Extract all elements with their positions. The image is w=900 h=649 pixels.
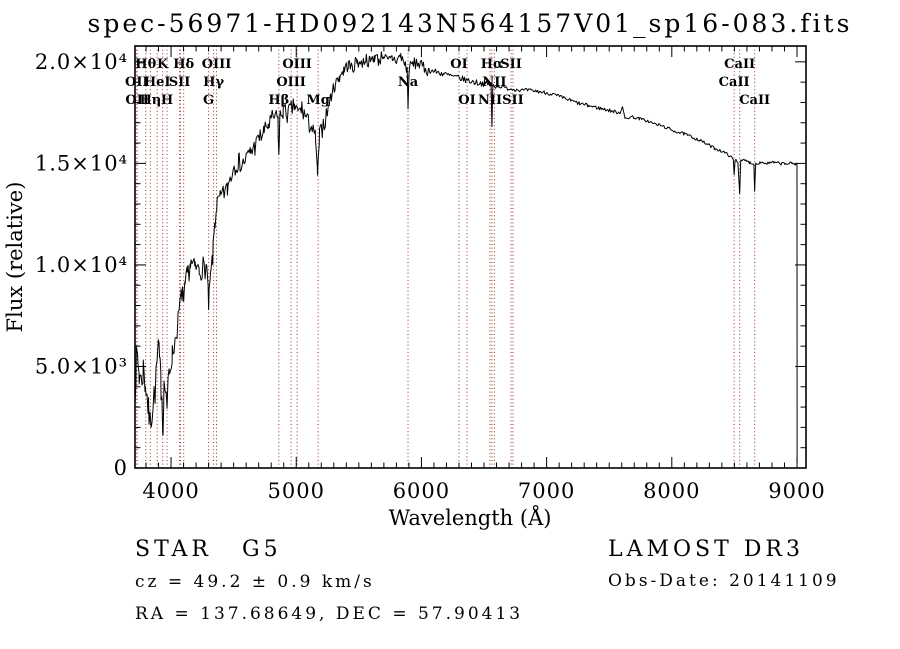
x-tick-label: 7000 [518,479,575,503]
survey-release-label: LAMOST DR3 [608,537,804,562]
spectral-line-label: OI [458,93,475,108]
spectral-line-label: OIII [282,57,312,72]
spectral-line-label: CaII [719,75,750,90]
spectral-line-label: OI [450,57,467,72]
spectral-line-label: Hβ [268,93,289,108]
spectral-line-label: CaII [739,93,770,108]
spectrum-path [134,51,798,463]
spectral-line-label: K [157,57,169,72]
spectral-line-label: CaII [724,57,755,72]
y-axis-label: Flux (relative) [3,182,27,333]
x-tick-label: 6000 [393,479,450,503]
spectral-line-label: OIII [202,57,232,72]
spectral-line-label: NII [478,93,502,108]
y-tick-label: 5.0×10³ [35,354,128,378]
spectral-line-label: H [161,93,173,108]
tick-labels: 4000 5000 6000 7000 8000 9000 0 5.0×10³ 1.0×10⁴ 1… [35,50,825,503]
x-axis-label: Wavelength (Å) [389,505,552,530]
spectral-line-label: Hδ [173,57,194,72]
spectral-line-label: SII [500,57,522,72]
x-tick-label: 9000 [768,479,825,503]
spectral-line-label: Hθ [135,57,156,72]
plot-title: spec-56971-HD092143N564157V01_sp16-083.f… [88,9,853,38]
spectral-line-label: G [203,93,214,108]
axes [134,45,807,469]
spectral-line-label: Hα [481,57,503,72]
spectral-line-label: OIII [276,75,306,90]
spectral-line-markers [136,46,756,468]
y-tick-label: 1.0×10⁴ [35,253,128,277]
y-tick-label: 2.0×10⁴ [35,50,128,74]
y-tick-label: 0 [114,456,128,480]
spectral-line-label: Mg [306,93,329,108]
object-subclass-label: G5 [242,537,282,562]
object-class-label: STAR [135,537,212,562]
spectral-line-label: SII [169,75,191,90]
spectral-line-label: OII [125,93,149,108]
cz-value-label: cz = 49.2 ± 0.9 km/s [135,572,375,592]
spectrum-trace [134,51,798,463]
spectral-line-label: Hγ [203,75,224,90]
x-tick-label: 8000 [643,479,700,503]
spectral-line-label: SII [502,93,524,108]
spectral-line-labels: OIIOIIHθHηHeIKHSIIHδGHγOIIIHβOIIIOIIIMgN… [125,57,770,108]
spectral-line-label: Hη [140,93,162,108]
obs-date-label: Obs-Date: 20141109 [608,571,840,591]
spectral-line-label: NII [482,75,506,90]
ra-dec-label: RA = 137.68649, DEC = 57.90413 [135,604,523,624]
spectral-line-label: HeI [144,75,171,90]
y-tick-label: 1.5×10⁴ [35,151,128,175]
plot-frame [134,45,807,469]
x-tick-label: 4000 [142,479,199,503]
x-tick-label: 5000 [268,479,325,503]
